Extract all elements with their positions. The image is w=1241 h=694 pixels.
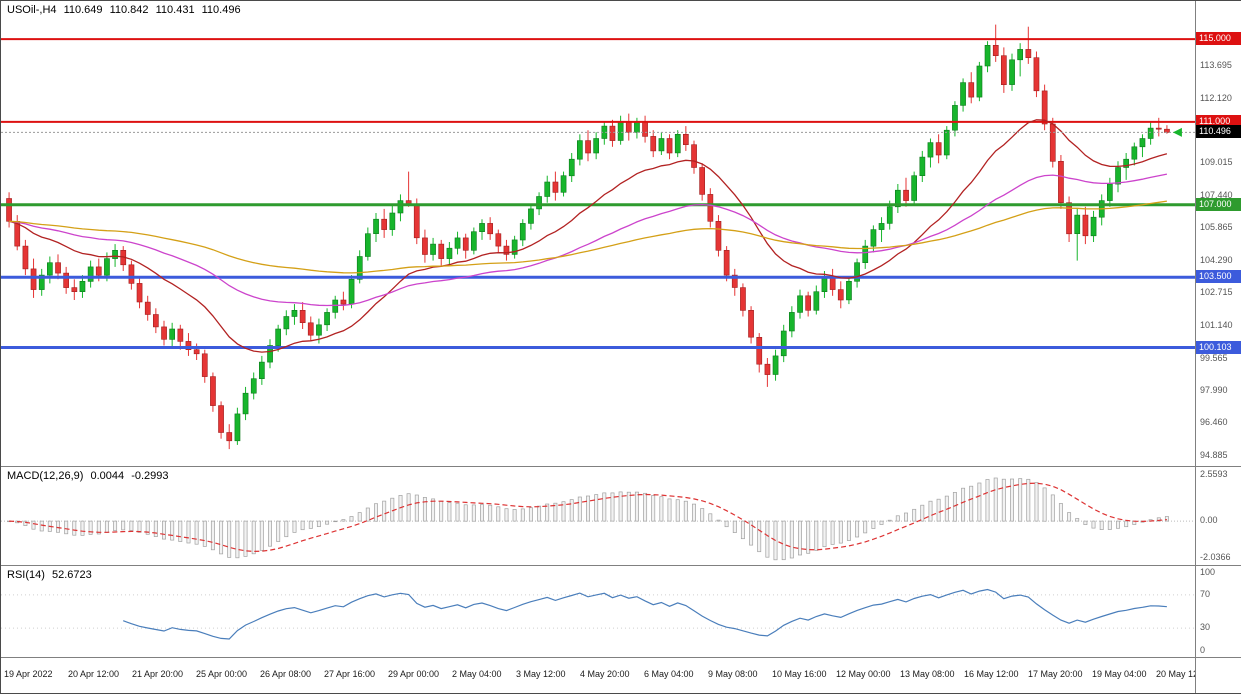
scale-tick-label: 113.695 <box>1200 60 1232 71</box>
candlestick-series <box>6 24 1170 450</box>
time-axis-corner <box>1195 658 1241 693</box>
scale-tick-label: 70 <box>1200 588 1211 599</box>
symbol-timeframe-label: USOil-,H4 <box>7 4 57 16</box>
price-scale[interactable]: 113.695 112.120 109.015 107.440 105.865 104.2… <box>1195 1 1241 466</box>
macd-scale[interactable]: 2.5593 0.00 -2.0366 <box>1195 467 1241 565</box>
time-axis-label: 17 May 20:00 <box>1028 669 1083 679</box>
price-badge-107.000: 107.000 <box>1196 197 1241 211</box>
time-axis-label: 4 May 20:00 <box>580 669 630 679</box>
macd-label: MACD(12,26,9) <box>7 470 84 482</box>
scale-tick-label: 104.290 <box>1200 254 1233 265</box>
price-badge-103.500: 103.500 <box>1196 270 1241 284</box>
time-axis-label: 16 May 12:00 <box>964 669 1019 679</box>
price-badge-111.000: 111.000 <box>1196 114 1241 128</box>
close-value: 110.496 <box>201 4 241 16</box>
time-axis-label: 20 May 12:00 <box>1156 669 1211 679</box>
open-value: 110.649 <box>63 4 103 16</box>
scale-tick-label: 109.015 <box>1200 157 1233 167</box>
scale-tick-label: 107.440 <box>1200 189 1233 200</box>
time-axis-label: 19 May 04:00 <box>1092 669 1147 679</box>
rsi-label: RSI(14) <box>7 569 45 581</box>
time-axis-label: 6 May 04:00 <box>644 669 694 679</box>
scale-tick-label: 30 <box>1200 622 1211 633</box>
rsi-line <box>122 588 1167 640</box>
last-bar-arrow-icon <box>1172 127 1182 137</box>
scale-tick-label: 0.00 <box>1200 515 1218 526</box>
macd-indicator-panel: MACD(12,26,9) 0.0044 -0.2993 2.5593 0.00 -… <box>1 467 1241 566</box>
scale-tick-label: 94.885 <box>1200 449 1228 460</box>
candlestick-chart-canvas[interactable] <box>1 1 1195 466</box>
scale-tick-label: 96.460 <box>1200 416 1228 427</box>
time-axis-label: 20 Apr 12:00 <box>68 669 120 679</box>
scale-tick-label: 99.565 <box>1200 352 1228 363</box>
price-badge-115.000: 115.000 <box>1196 32 1241 46</box>
time-axis-label: 2 May 04:00 <box>452 669 502 679</box>
rsi-title: RSI(14) 52.6723 <box>7 569 96 581</box>
scale-tick-label: -2.0366 <box>1200 552 1231 562</box>
time-labels: 19 Apr 2022 20 Apr 12:00 21 Apr 20:00 25 Ap… <box>1 658 1211 693</box>
time-axis-label: 21 Apr 20:00 <box>132 669 184 679</box>
time-axis[interactable]: 19 Apr 2022 20 Apr 12:00 21 Apr 20:00 25 Ap… <box>1 658 1241 693</box>
moving-average-55 <box>9 173 1168 307</box>
time-axis-label: 3 May 12:00 <box>516 669 566 679</box>
price-badge-100.103: 100.103 <box>1196 340 1241 354</box>
scale-tick-label: 100 <box>1200 567 1216 577</box>
scale-tick-label: 105.865 <box>1200 222 1233 233</box>
rsi-value: 52.6723 <box>51 569 92 581</box>
current-price-badge: 110.496 <box>1196 125 1241 139</box>
macd-main-value: 0.0044 <box>90 470 125 482</box>
macd-signal-value: -0.2993 <box>131 470 169 482</box>
chart-title: USOil-,H4 110.649 110.842 110.431 110.49… <box>7 4 245 16</box>
time-axis-label: 27 Apr 16:00 <box>324 669 376 679</box>
scale-tick-label: 2.5593 <box>1200 469 1228 479</box>
moving-average-120 <box>9 200 1167 274</box>
time-axis-label: 12 May 00:00 <box>836 669 891 679</box>
scale-tick-label: 97.990 <box>1200 385 1228 396</box>
time-axis-label: 13 May 08:00 <box>900 669 955 679</box>
time-axis-label: 29 Apr 00:00 <box>388 669 440 679</box>
macd-chart-canvas[interactable] <box>1 467 1195 565</box>
scale-tick-label: 102.715 <box>1200 287 1233 298</box>
time-axis-label: 9 May 08:00 <box>708 669 758 679</box>
time-axis-label: 25 Apr 00:00 <box>196 669 248 679</box>
scale-tick-label: 101.140 <box>1200 320 1233 331</box>
rsi-chart-canvas[interactable] <box>1 566 1195 657</box>
rsi-indicator-panel: RSI(14) 52.6723 100 70 30 0 <box>1 566 1241 658</box>
moving-average-21 <box>8 119 1168 353</box>
macd-title: MACD(12,26,9) 0.0044 -0.2993 <box>7 470 173 482</box>
high-value: 110.842 <box>109 4 149 16</box>
main-chart-panel: USOil-,H4 110.649 110.842 110.431 110.49… <box>1 1 1241 467</box>
low-value: 110.431 <box>155 4 195 16</box>
time-axis-label: 26 Apr 08:00 <box>260 669 312 679</box>
rsi-scale[interactable]: 100 70 30 0 <box>1195 566 1241 657</box>
scale-tick-label: 0 <box>1200 645 1206 655</box>
scale-tick-label: 112.120 <box>1200 92 1232 103</box>
time-axis-label: 19 Apr 2022 <box>4 669 53 679</box>
time-axis-label: 10 May 16:00 <box>772 669 827 679</box>
macd-signal-line <box>9 482 1167 553</box>
